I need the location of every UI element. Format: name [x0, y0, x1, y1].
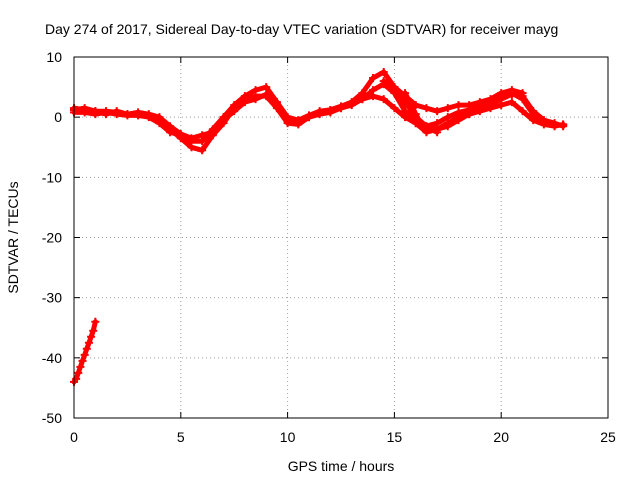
data-point — [78, 356, 87, 365]
x-tick-label: 15 — [387, 429, 403, 445]
data-point — [426, 125, 435, 134]
data-point — [518, 89, 527, 98]
data-point — [80, 350, 89, 359]
data-point — [433, 107, 442, 116]
data-point — [240, 98, 249, 107]
data-point — [390, 83, 399, 92]
data-point — [497, 89, 506, 98]
y-tick-label: -10 — [42, 169, 62, 185]
x-tick-label: 10 — [280, 429, 296, 445]
x-tick-label: 25 — [600, 429, 616, 445]
data-point — [304, 113, 313, 122]
data-point — [84, 338, 93, 347]
data-point — [80, 104, 89, 113]
data-point — [272, 101, 281, 110]
x-axis-label: GPS time / hours — [288, 458, 395, 474]
x-tick-label: 5 — [177, 429, 185, 445]
data-point — [443, 122, 452, 131]
data-point — [144, 110, 153, 119]
data-point — [369, 74, 378, 83]
data-point — [337, 104, 345, 113]
data-point — [486, 95, 495, 104]
data-point — [283, 116, 292, 125]
data-point — [187, 134, 196, 143]
y-tick-label: 0 — [54, 109, 62, 125]
data-point — [411, 110, 420, 119]
data-point — [123, 110, 132, 119]
data-point — [379, 77, 388, 86]
data-point — [112, 107, 121, 116]
data-point — [347, 99, 356, 108]
data-point — [550, 119, 559, 128]
chart-title: Day 274 of 2017, Sidereal Day-to-day VTE… — [45, 21, 558, 37]
data-point — [208, 128, 217, 137]
data-point — [465, 101, 474, 110]
data-point — [251, 86, 260, 95]
data-point — [74, 368, 83, 377]
data-point — [443, 113, 452, 122]
data-point — [315, 108, 324, 117]
data-layer — [70, 68, 568, 386]
data-point — [262, 90, 271, 99]
data-point — [475, 98, 484, 107]
data-point — [422, 104, 431, 113]
data-point — [454, 116, 463, 125]
data-point — [401, 107, 410, 116]
data-point — [369, 86, 378, 95]
data-point — [262, 83, 271, 92]
data-point — [539, 116, 548, 125]
data-point — [230, 107, 239, 116]
x-tick-label: 0 — [70, 429, 78, 445]
y-tick-label: 10 — [46, 49, 62, 65]
ticks: 0 5 10 15 20 25 10 0 -10 -20 -30 -40 -50 — [42, 49, 616, 445]
data-point — [390, 104, 399, 113]
data-point — [507, 86, 516, 95]
data-point — [518, 107, 527, 116]
data-point — [87, 332, 96, 341]
y-tick-label: -40 — [42, 350, 62, 366]
x-tick-label: 20 — [493, 429, 509, 445]
data-point — [418, 122, 427, 131]
series-trace-6 — [70, 317, 100, 386]
data-point — [454, 108, 463, 117]
data-point — [433, 128, 442, 137]
data-point — [82, 344, 91, 353]
data-point — [358, 95, 367, 104]
data-point — [89, 326, 98, 335]
data-point — [379, 68, 388, 77]
series-trace-3 — [70, 80, 568, 143]
data-point — [507, 98, 516, 107]
data-point — [91, 317, 100, 326]
data-point — [401, 89, 410, 98]
data-point — [443, 104, 452, 113]
y-tick-label: -50 — [42, 410, 62, 426]
data-point — [76, 362, 85, 371]
data-point — [219, 116, 228, 125]
data-point — [166, 122, 175, 131]
data-point — [134, 108, 143, 117]
data-point — [326, 107, 335, 116]
data-point — [529, 107, 538, 116]
y-axis-label: SDTVAR / TECUs — [5, 181, 21, 293]
data-point — [251, 95, 260, 104]
data-point — [465, 110, 474, 119]
series-trace-5 — [401, 89, 442, 137]
data-point — [102, 110, 111, 119]
data-point — [559, 122, 568, 131]
data-point — [176, 130, 185, 139]
data-point — [72, 374, 81, 383]
data-point — [379, 95, 388, 104]
data-point — [198, 131, 207, 140]
data-point — [198, 146, 207, 155]
data-point — [91, 107, 100, 116]
y-tick-label: -20 — [42, 230, 62, 246]
data-point — [294, 119, 303, 128]
y-tick-label: -30 — [42, 290, 62, 306]
data-point — [454, 101, 463, 110]
data-point — [155, 113, 164, 122]
